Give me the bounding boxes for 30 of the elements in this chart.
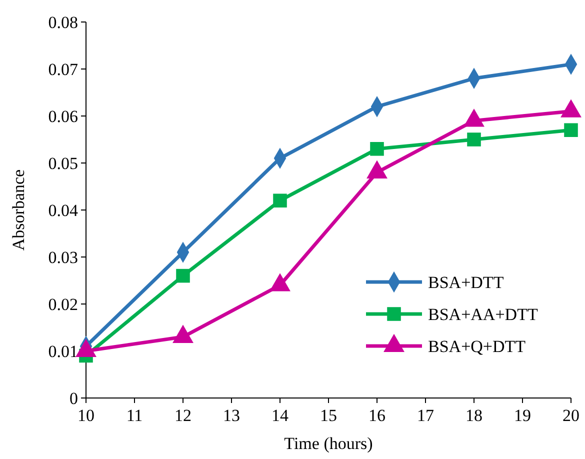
y-tick-label: 0.03	[48, 248, 78, 267]
x-tick-label: 11	[126, 406, 143, 425]
x-tick-label: 14	[272, 406, 289, 425]
y-tick-label: 0.06	[48, 107, 78, 126]
point	[273, 194, 287, 208]
legend-label: BSA+AA+DTT	[428, 305, 538, 324]
x-tick-label: 13	[223, 406, 240, 425]
point	[564, 123, 578, 137]
point	[370, 142, 384, 156]
x-tick-label: 18	[466, 406, 482, 425]
legend-label: BSA+DTT	[428, 273, 504, 292]
x-tick-label: 10	[78, 406, 94, 425]
legend-label: BSA+Q+DTT	[428, 337, 526, 356]
y-tick-label: 0.08	[48, 13, 78, 32]
y-axis-title: Absorbance	[9, 169, 28, 251]
x-tick-label: 15	[320, 406, 337, 425]
point	[176, 268, 190, 283]
x-tick-label: 20	[562, 406, 580, 425]
y-tick-label: 0	[70, 389, 78, 408]
x-tick-label: 12	[174, 406, 192, 425]
y-tick-label: 0.01	[48, 342, 78, 361]
y-tick-label: 0.02	[48, 295, 78, 314]
point	[467, 132, 481, 146]
y-tick-label: 0.07	[48, 60, 78, 79]
x-axis-title: Time (hours)	[284, 434, 373, 453]
y-tick-label: 0.05	[48, 154, 78, 173]
x-tick-label: 19	[514, 406, 531, 425]
x-tick-label: 16	[368, 406, 386, 425]
y-tick-label: 0.04	[48, 201, 78, 220]
x-tick-label: 17	[417, 406, 434, 425]
